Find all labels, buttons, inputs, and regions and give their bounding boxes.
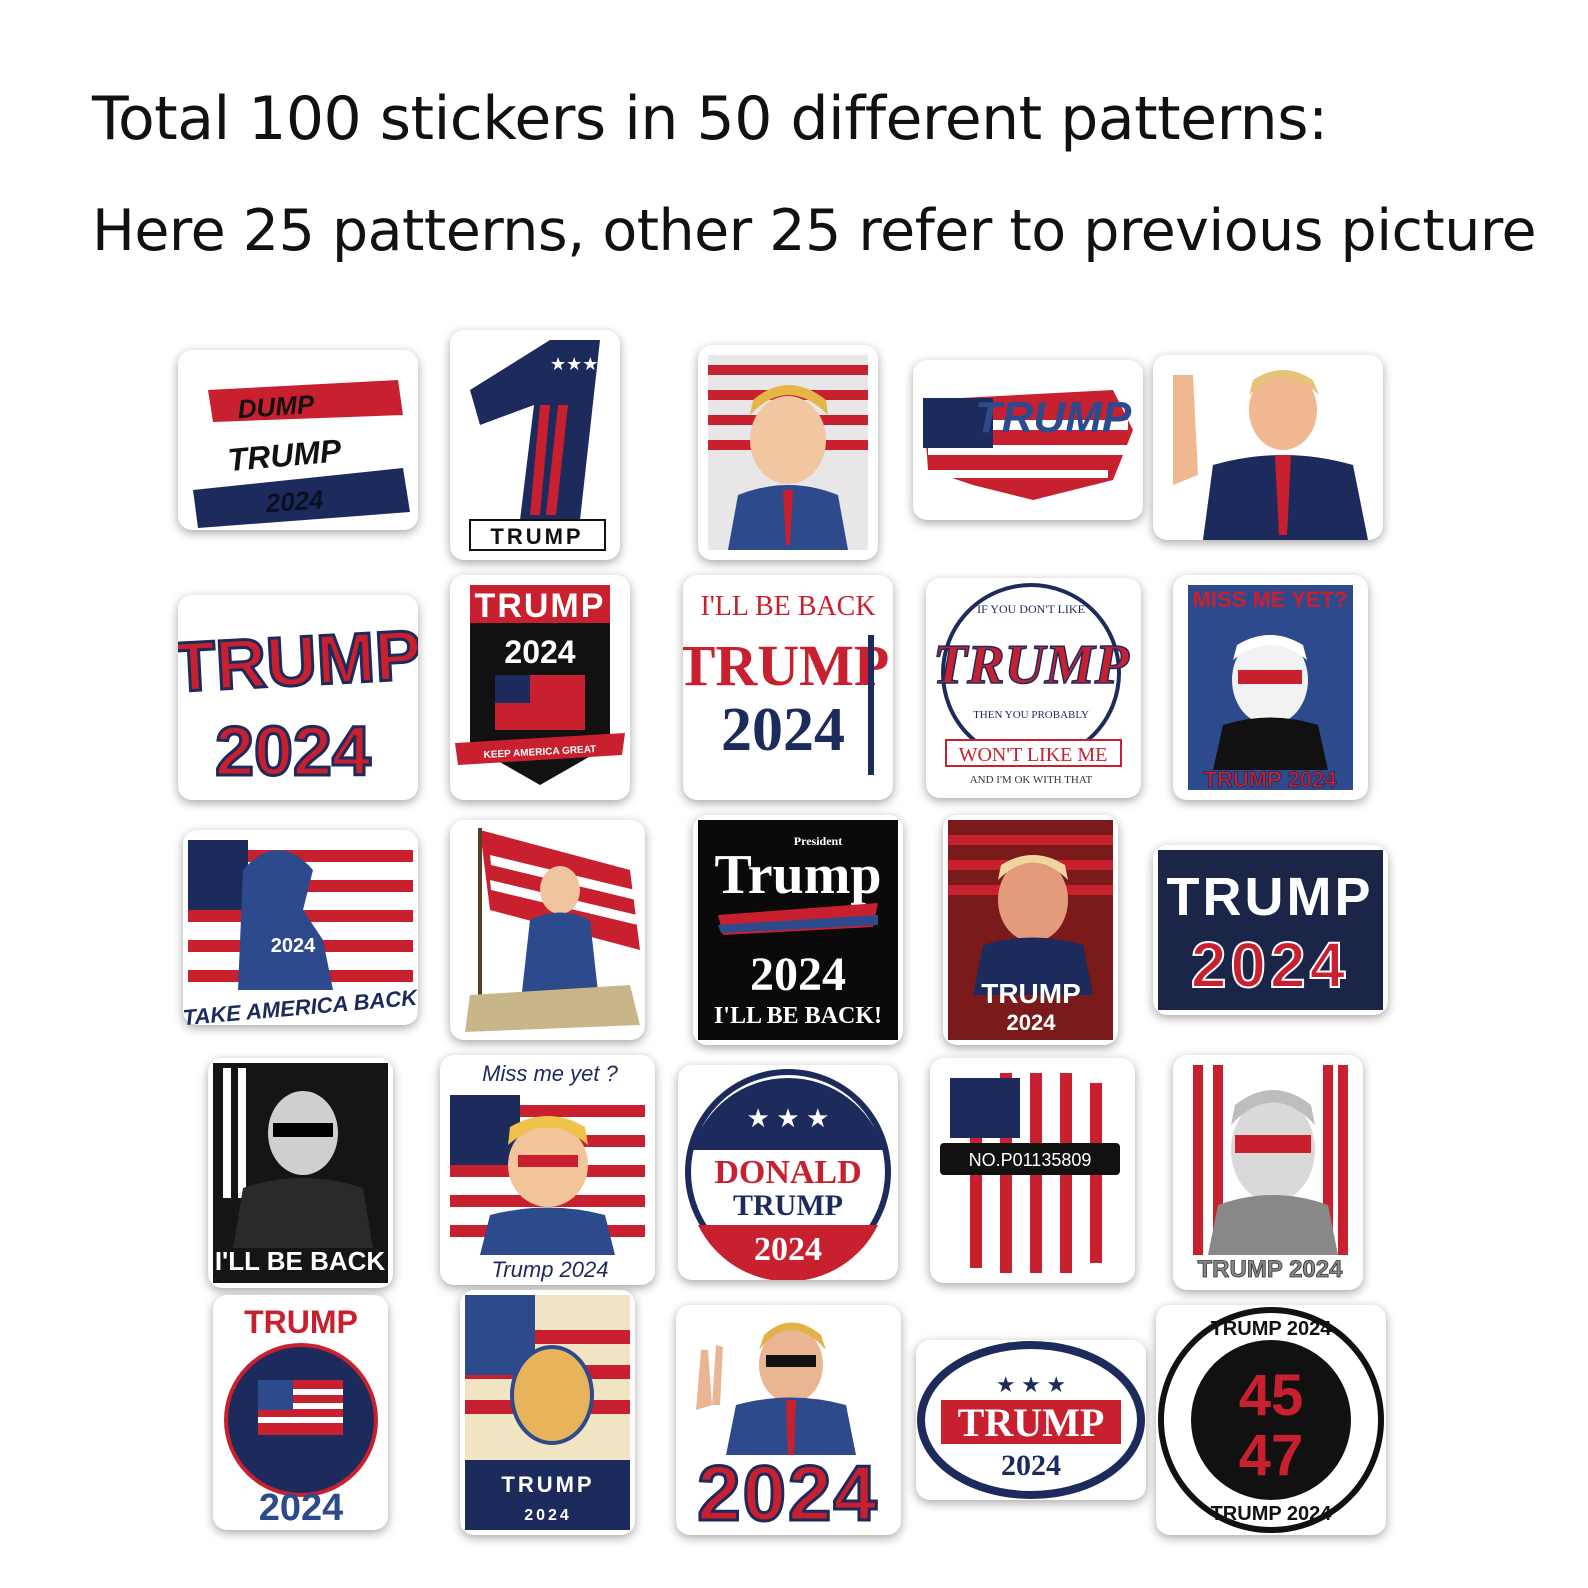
sticker-keep-america-great-badge: TRUMP 2024 KEEP AMERICA GREAT	[450, 575, 630, 800]
sticker-6-line-2: 2024	[215, 712, 371, 790]
sticker-18-line-3: 2024	[754, 1231, 822, 1268]
sticker-1-line-3: 2024	[264, 484, 325, 518]
sticker-25-line-2: 45	[1239, 1363, 1304, 1428]
sticker-1-line-2: TRUMP	[226, 432, 343, 478]
sticker-1-line-1: DUMP	[237, 389, 316, 424]
sticker-23-line-1: 2024	[697, 1449, 879, 1535]
sticker-25-line-1: TRUMP 2024	[1211, 1318, 1333, 1340]
sticker-9-line-3: THEN YOU PROBABLY	[973, 709, 1089, 721]
sticker-15-line-2: 2024	[1191, 929, 1349, 1001]
sticker-18-line-1: DONALD	[714, 1154, 861, 1191]
sticker-21-line-2: 2024	[259, 1487, 344, 1529]
sticker-9-line-2: TRUMP	[933, 634, 1130, 696]
sticker-president-trump-black: President Trump 2024 I'LL BE BACK!	[693, 815, 903, 1045]
sticker-2-line-1: TRUMP	[490, 524, 583, 549]
sticker-9-line-1: IF YOU DON'T LIKE	[977, 602, 1085, 616]
sticker-ill-be-back-poster: I'LL BE BACK TRUMP 2024	[683, 575, 893, 800]
sticker-dump-trump-2024: DUMP TRUMP 2024	[178, 350, 418, 530]
sticker-25-line-3: 47	[1239, 1423, 1304, 1488]
sticker-15-line-1: TRUMP	[1167, 867, 1374, 927]
sticker-trump-2024-oval: ★ ★ ★ TRUMP 2024	[916, 1340, 1146, 1500]
sticker-13-line-2: Trump	[715, 844, 882, 906]
sticker-8-line-2: TRUMP	[683, 633, 889, 698]
sticker-14-line-2: 2024	[1007, 1010, 1057, 1035]
sticker-portrait-flag	[698, 345, 878, 560]
sticker-17-line-2: Trump 2024	[492, 1257, 609, 1282]
headline-line-1: Total 100 stickers in 50 different patte…	[92, 84, 1328, 154]
sticker-10-line-2: TRUMP 2024	[1204, 767, 1338, 792]
sticker-13-line-3: 2024	[750, 948, 846, 1001]
sticker-trump-2024-flag-circle: TRUMP 2024	[213, 1295, 388, 1530]
sticker-45-47-circle: TRUMP 2024 45 47 TRUMP 2024	[1156, 1305, 1386, 1535]
sticker-trump-2024-navy: TRUMP 2024	[1153, 845, 1388, 1015]
sticker-wont-like-me-badge: IF YOU DON'T LIKE TRUMP THEN YOU PROBABL…	[926, 578, 1141, 798]
sticker-9-line-4: WON'T LIKE ME	[959, 744, 1108, 766]
sticker-10-line-1: MISS ME YET?	[1193, 587, 1348, 612]
sticker-25-line-4: TRUMP 2024	[1211, 1503, 1333, 1525]
sticker-22-line-2: 2024	[524, 1507, 572, 1524]
sticker-21-line-1: TRUMP	[244, 1304, 358, 1340]
sticker-trump-2024-flag-letters: TRUMP 2024	[178, 595, 418, 800]
sticker-peace-sign-2024: 2024	[676, 1305, 901, 1535]
sticker-24-line-2: 2024	[1001, 1449, 1061, 1482]
sticker-11-line-1: 2024	[271, 935, 316, 957]
sticker-24-line-1: TRUMP	[958, 1400, 1105, 1445]
sticker-miss-me-yet-sunglasses: MISS ME YET? TRUMP 2024	[1173, 575, 1368, 800]
sticker-number-one-trump: TRUMP ★★★	[450, 330, 620, 560]
sticker-8-line-3: 2024	[721, 696, 845, 764]
sticker-grid: DUMP TRUMP 2024 TRUMP ★★★ TR	[178, 330, 1410, 1566]
sticker-founding-figure-map	[450, 820, 645, 1040]
sticker-smiling-portrait: TRUMP 2024	[943, 815, 1118, 1045]
sticker-22-line-1: TRUMP	[501, 1472, 594, 1497]
sticker-17-line-1: Miss me yet ?	[482, 1061, 618, 1086]
sticker-13-line-1: President	[794, 834, 842, 848]
sticker-7-line-1: TRUMP	[475, 587, 606, 625]
sticker-usa-map-trump: TRUMP	[913, 360, 1143, 520]
sticker-miss-me-yet-cartoon: Miss me yet ? Trump 2024	[440, 1055, 655, 1285]
svg-text:★★★: ★★★	[550, 354, 598, 374]
sticker-7-line-2: 2024	[504, 634, 575, 670]
sticker-ill-be-back-sunglasses: I'LL BE BACK	[208, 1058, 393, 1288]
sticker-6-line-1: TRUMP	[178, 616, 418, 707]
sticker-donald-trump-circle: ★ ★ ★ DONALD TRUMP 2024	[678, 1065, 898, 1280]
sticker-mugshot-flag-face: NO.P01135809	[930, 1058, 1135, 1283]
sticker-thumbs-up-photo	[1153, 355, 1383, 540]
sticker-4-line-1: TRUMP	[975, 393, 1132, 442]
headline-line-2: Here 25 patterns, other 25 refer to prev…	[92, 198, 1537, 264]
sticker-19-line-1: NO.P01135809	[969, 1150, 1092, 1170]
sticker-trump-2024-sunglasses-sketch: TRUMP 2024	[1173, 1055, 1363, 1290]
sticker-20-line-1: TRUMP 2024	[1198, 1256, 1344, 1283]
sticker-11-line-2: TAKE AMERICA BACK	[183, 985, 418, 1025]
sticker-18-line-2: TRUMP	[733, 1189, 843, 1222]
sticker-13-line-4: I'LL BE BACK!	[714, 1003, 882, 1029]
svg-text:★ ★ ★: ★ ★ ★	[747, 1104, 830, 1133]
sticker-pop-art-portrait: TRUMP 2024	[460, 1290, 635, 1535]
svg-text:★ ★ ★: ★ ★ ★	[996, 1372, 1066, 1397]
sticker-take-america-back: 2024 TAKE AMERICA BACK	[183, 830, 418, 1025]
sticker-8-line-1: I'LL BE BACK	[700, 591, 875, 622]
sticker-14-line-1: TRUMP	[981, 978, 1081, 1009]
sticker-16-line-1: I'LL BE BACK	[215, 1246, 386, 1276]
sticker-9-line-5: AND I'M OK WITH THAT	[970, 774, 1093, 786]
